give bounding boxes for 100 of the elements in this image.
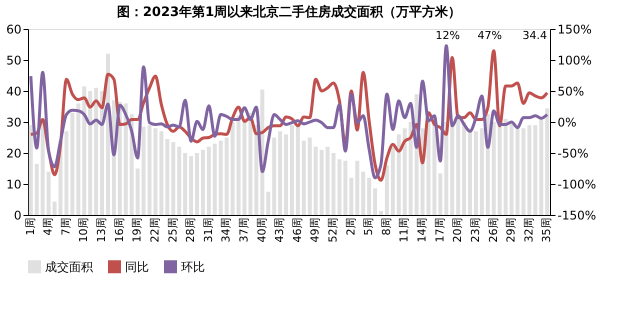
x-tick-label: 2周 <box>344 218 358 236</box>
bar <box>230 122 235 215</box>
x-tick-label: 1周 <box>24 218 37 236</box>
bar <box>332 153 336 215</box>
x-tick-label: 22周 <box>148 218 162 242</box>
annotation: 47% <box>478 29 502 42</box>
x-tick-label: 13周 <box>95 218 108 242</box>
y-tick-label: 0 <box>14 208 22 222</box>
bar <box>206 146 211 215</box>
bar <box>195 153 200 215</box>
bar <box>224 138 229 215</box>
bar <box>527 125 532 215</box>
x-tick-label: 49周 <box>308 218 322 242</box>
y2-tick-label: -150% <box>558 208 596 222</box>
bar <box>52 202 57 215</box>
x-tick-label: 35周 <box>540 218 554 242</box>
bar <box>343 160 348 215</box>
bar <box>390 146 395 215</box>
bar <box>290 125 294 215</box>
bar <box>462 122 466 215</box>
bar <box>28 125 33 215</box>
annotation: 34.4 <box>522 29 547 42</box>
annotation: 12% <box>436 29 460 42</box>
bar <box>302 140 306 215</box>
x-tick-label: 5周 <box>362 218 376 236</box>
bar <box>183 153 188 215</box>
x-tick-label: 4周 <box>42 218 55 236</box>
x-tick-label: 46周 <box>290 218 304 242</box>
bar <box>480 128 484 215</box>
y2-tick-label: 0% <box>558 116 577 130</box>
y-tick-label: 50 <box>6 54 22 68</box>
bar <box>378 210 383 215</box>
bar <box>296 125 300 215</box>
bar <box>510 122 514 215</box>
bar <box>236 116 241 215</box>
bar <box>242 122 246 215</box>
y-tick-label: 20 <box>6 146 22 160</box>
x-tick-label: 20周 <box>451 218 464 242</box>
bar <box>142 126 146 215</box>
bar <box>438 173 442 215</box>
bar <box>148 125 152 215</box>
bar <box>516 128 520 215</box>
x-tick-label: 52周 <box>326 218 340 242</box>
bar <box>200 150 205 215</box>
bar <box>159 131 164 215</box>
x-tick-label: 43周 <box>273 218 286 242</box>
legend-label: 成交面积 <box>45 260 93 274</box>
x-tick-label: 25周 <box>166 218 180 242</box>
bar <box>153 128 158 215</box>
bar <box>165 139 170 215</box>
bar <box>337 159 342 215</box>
bar <box>88 91 92 215</box>
bar <box>46 172 51 215</box>
bar <box>456 118 460 215</box>
x-tick-label: 16周 <box>112 218 126 242</box>
x-tick-label: 14周 <box>416 218 429 242</box>
bar <box>64 131 68 215</box>
bar <box>468 128 472 215</box>
bar <box>94 88 98 215</box>
y2-tick-label: -50% <box>558 146 589 160</box>
x-tick-label: 19周 <box>130 218 144 242</box>
bar <box>521 128 526 215</box>
bar <box>320 150 324 215</box>
y-tick-label: 30 <box>6 116 22 130</box>
y2-tick-label: 100% <box>558 54 592 68</box>
x-tick-label: 34周 <box>220 218 233 242</box>
x-tick-label: 10周 <box>77 218 90 242</box>
bar <box>504 118 508 215</box>
y2-tick-label: -100% <box>558 178 596 192</box>
x-tick-label: 7周 <box>59 218 72 236</box>
x-tick-label: 28周 <box>184 218 198 242</box>
x-tick-label: 26周 <box>486 218 500 242</box>
chart-title: 图：2023年第1周以来北京二手住房成交面积（万平方米） <box>116 4 462 20</box>
x-tick-label: 29周 <box>504 218 518 242</box>
y-tick-label: 60 <box>6 22 22 36</box>
x-tick-label: 37周 <box>237 218 250 242</box>
bar <box>349 178 354 215</box>
y-tick-label: 40 <box>6 84 22 98</box>
bar <box>408 122 413 215</box>
bar <box>254 125 258 215</box>
y2-tick-label: 50% <box>558 84 584 98</box>
bar <box>189 156 194 215</box>
x-tick-label: 8周 <box>380 218 393 236</box>
x-tick-label: 40周 <box>255 218 268 242</box>
bar <box>248 112 252 215</box>
x-tick-label: 23周 <box>468 218 482 242</box>
bar <box>272 138 276 215</box>
legend-label: 同比 <box>125 260 149 274</box>
bar <box>136 168 140 215</box>
x-tick-label: 32周 <box>522 218 536 242</box>
y-tick-label: 10 <box>6 178 22 192</box>
legend-label: 环比 <box>181 260 205 274</box>
y2-tick-label: 150% <box>558 22 592 36</box>
bar <box>373 188 378 215</box>
x-tick-label: 17周 <box>433 218 446 242</box>
bar <box>284 134 288 215</box>
bar <box>278 131 282 215</box>
bar <box>367 178 372 215</box>
bar <box>545 108 550 215</box>
bar <box>326 146 330 215</box>
